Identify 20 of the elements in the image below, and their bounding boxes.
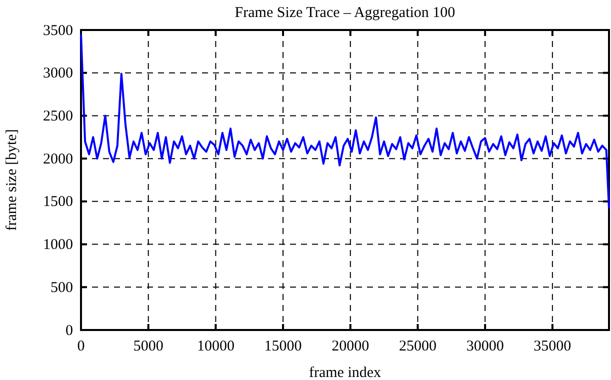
x-tick-label: 35000 <box>534 338 572 355</box>
y-tick-label: 1500 <box>43 194 73 210</box>
y-tick-label: 2500 <box>43 108 73 125</box>
y-tick-label: 500 <box>50 280 73 296</box>
x-axis-title: frame index <box>308 365 382 380</box>
y-tick-label: 2000 <box>43 151 73 168</box>
line-series <box>80 33 610 210</box>
x-tick-label: 30000 <box>466 338 504 355</box>
y-tick-label: 1000 <box>43 237 73 254</box>
y-tick-label: 3000 <box>43 66 73 82</box>
x-tick-label: 25000 <box>398 338 436 355</box>
x-tick-label: 5000 <box>133 338 164 355</box>
x-tick-label: 0 <box>77 338 85 355</box>
x-tick-label: 15000 <box>264 338 302 355</box>
y-axis-title: frame size [byte] <box>4 129 20 231</box>
y-tick-label: 3500 <box>43 22 73 39</box>
x-tick-label: 10000 <box>196 338 234 355</box>
x-tick-label: 20000 <box>332 338 370 355</box>
y-tick-label: 0 <box>66 322 73 339</box>
chart-title: Frame Size Trace – Aggregation 100 <box>234 5 456 21</box>
